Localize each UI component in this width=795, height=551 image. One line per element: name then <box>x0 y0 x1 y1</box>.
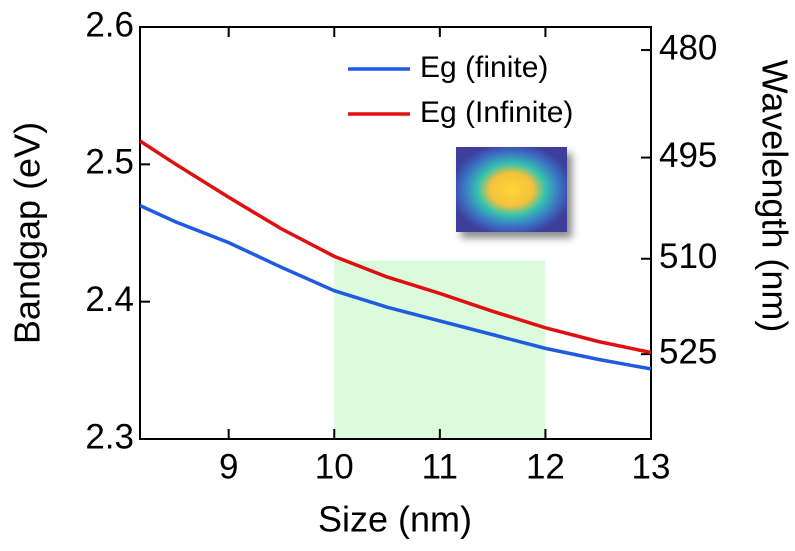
x-tick-label: 13 <box>632 447 671 486</box>
y2-tick-label: 480 <box>659 28 717 67</box>
y-axis-title: Bandgap (eV) <box>7 122 48 344</box>
y-tick-label: 2.6 <box>85 5 134 44</box>
y2-tick-label: 495 <box>659 136 717 175</box>
series-line <box>139 203 652 371</box>
y2-axis-title: Wavelength (nm) <box>754 60 795 333</box>
y-tick-label: 2.5 <box>85 143 134 182</box>
legend-label: Eg (Infinite) <box>420 96 573 129</box>
highlight-region <box>334 260 546 439</box>
y-tick-label: 2.4 <box>85 280 134 319</box>
y-tick-label: 2.3 <box>85 417 134 456</box>
inset-image <box>456 147 567 232</box>
y2-tick-label: 510 <box>659 237 717 276</box>
x-tick-label: 12 <box>526 447 565 486</box>
plot-frame <box>139 26 652 440</box>
x-tick-label: 10 <box>315 447 354 486</box>
series-line <box>139 139 652 355</box>
y2-tick-label: 525 <box>659 332 717 371</box>
legend-label: Eg (finite) <box>420 51 548 84</box>
x-tick-label: 9 <box>219 447 238 486</box>
x-tick-label: 11 <box>422 447 458 486</box>
x-axis-title: Size (nm) <box>318 499 472 540</box>
